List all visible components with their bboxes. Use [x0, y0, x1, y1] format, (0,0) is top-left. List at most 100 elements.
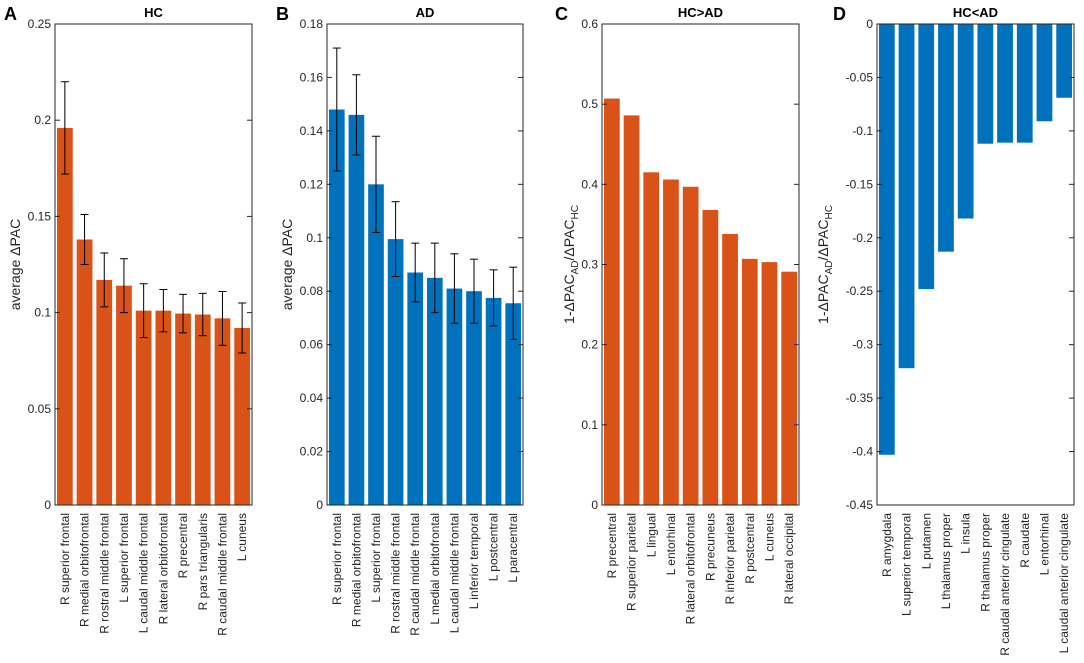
x-tick-label: R caudate	[1018, 513, 1032, 568]
x-tick-label: R lateral orbitofrontal	[684, 513, 698, 624]
y-tick-label: 0	[44, 498, 51, 512]
y-axis-label: 1-ΔPACAD/ΔPACHC	[815, 205, 835, 324]
y-tick-label: 0.3	[581, 258, 598, 272]
bar	[898, 24, 915, 369]
bar	[663, 179, 679, 506]
bar	[234, 327, 251, 505]
y-tick-label: -0.1	[852, 124, 873, 138]
y-axis-label: 1-ΔPACAD/ΔPACHC	[561, 205, 581, 324]
bar	[741, 258, 758, 505]
x-tick-label: R superior frontal	[330, 513, 344, 605]
y-tick-label: 0.1	[581, 418, 598, 432]
bar	[938, 24, 954, 252]
error-bar	[352, 74, 361, 156]
y-tick-label: -0.25	[846, 284, 874, 298]
x-tick-label: L entorhinal	[1037, 513, 1051, 575]
y-tick-label: 0.06	[300, 338, 324, 352]
x-tick-label: L paracentral	[506, 513, 520, 583]
panel-C: 0 0.1 0.2 0.3 0.4 0.5 0.6 R precentral R superio…	[555, 4, 800, 624]
bar	[918, 24, 935, 290]
x-tick-label: R thalamus proper	[978, 513, 992, 612]
x-tick-label: L lingual	[644, 513, 658, 557]
x-tick-label: R precentral	[605, 513, 619, 578]
error-bar	[372, 135, 380, 233]
y-tick-label: 0.1	[34, 306, 51, 320]
x-tick-label: L caudal middle frontal	[447, 513, 461, 633]
error-bar	[470, 258, 478, 324]
bar	[623, 115, 640, 505]
x-tick-label: R medial orbitofrontal	[349, 513, 363, 627]
bar	[214, 318, 231, 505]
panel-title: HC<AD	[953, 5, 998, 20]
panel-title: HC>AD	[678, 5, 723, 20]
y-tick-label: 0.05	[28, 402, 52, 416]
x-tick-label: R caudal middle frontal	[215, 513, 229, 636]
error-bar	[218, 290, 227, 346]
error-bar	[332, 47, 341, 172]
y-tick-label: -0.45	[846, 498, 874, 512]
bar	[1016, 24, 1033, 143]
x-tick-label: R amygdala	[880, 513, 894, 577]
panel-letter: A	[4, 4, 17, 24]
y-tick-label: -0.35	[846, 391, 874, 405]
bar	[997, 24, 1013, 143]
bar	[135, 310, 152, 505]
error-bar	[391, 201, 400, 278]
error-bar	[489, 269, 498, 327]
x-tick-label: L cuneus	[235, 513, 249, 561]
bar	[348, 114, 365, 505]
axes-frame	[54, 23, 253, 506]
x-tick-label: L insula	[959, 513, 973, 554]
bar	[878, 24, 895, 455]
y-tick-label: 0.14	[300, 124, 324, 138]
bar	[116, 285, 132, 505]
bar	[76, 239, 93, 505]
x-tick-label: R superior parietal	[625, 513, 639, 611]
bar	[56, 127, 73, 505]
error-bar	[238, 302, 247, 354]
y-tick-label: 0.15	[28, 209, 52, 223]
x-tick-label: L caudal middle frontal	[137, 513, 151, 633]
bar	[328, 109, 345, 505]
bar	[1056, 24, 1073, 98]
bar	[1036, 24, 1053, 122]
x-tick-label: L medial orbitofrontal	[428, 513, 442, 625]
x-tick-label: R pars triangularis	[196, 513, 210, 610]
x-tick-label: R inferior parietal	[723, 513, 737, 604]
panel-A: 0 0.05 0.1 0.15 0.2 0.25 R superior frontal R m…	[4, 4, 253, 636]
bar	[407, 272, 424, 505]
panel-title: HC	[144, 5, 163, 20]
x-tick-label: R precuneus	[703, 513, 717, 581]
x-tick-label: R caudal middle frontal	[408, 513, 422, 636]
bar	[722, 234, 738, 505]
y-tick-label: 0.18	[300, 17, 324, 31]
panel-letter: B	[276, 4, 289, 24]
x-tick-label: R precentral	[176, 513, 190, 578]
error-bar	[411, 242, 420, 303]
y-tick-label: 0.6	[581, 17, 598, 31]
error-bar	[60, 81, 69, 175]
bar	[466, 291, 482, 505]
bar	[957, 24, 974, 219]
y-tick-label: 0.12	[300, 177, 324, 191]
x-tick-label: R lateral occipital	[782, 513, 796, 604]
bar	[603, 98, 620, 506]
y-tick-label: 0.1	[306, 231, 323, 245]
axes-frame	[326, 23, 524, 506]
bar	[643, 172, 660, 505]
bar	[96, 279, 113, 505]
y-tick-label: -0.3	[852, 338, 873, 352]
bar	[761, 262, 778, 505]
x-tick-label: R rostral middle frontal	[389, 513, 403, 634]
y-tick-label: -0.15	[846, 177, 874, 191]
error-bar	[119, 258, 128, 314]
bar	[194, 314, 211, 505]
y-tick-label: 0.02	[300, 445, 324, 459]
panel-letter: C	[555, 4, 568, 24]
y-axis-label: average ΔPAC	[279, 219, 295, 311]
bar	[702, 209, 719, 505]
panel-title: AD	[416, 5, 435, 20]
error-bar	[179, 293, 188, 334]
x-tick-label: L putamen	[919, 513, 933, 569]
y-tick-label: -0.05	[846, 70, 874, 84]
